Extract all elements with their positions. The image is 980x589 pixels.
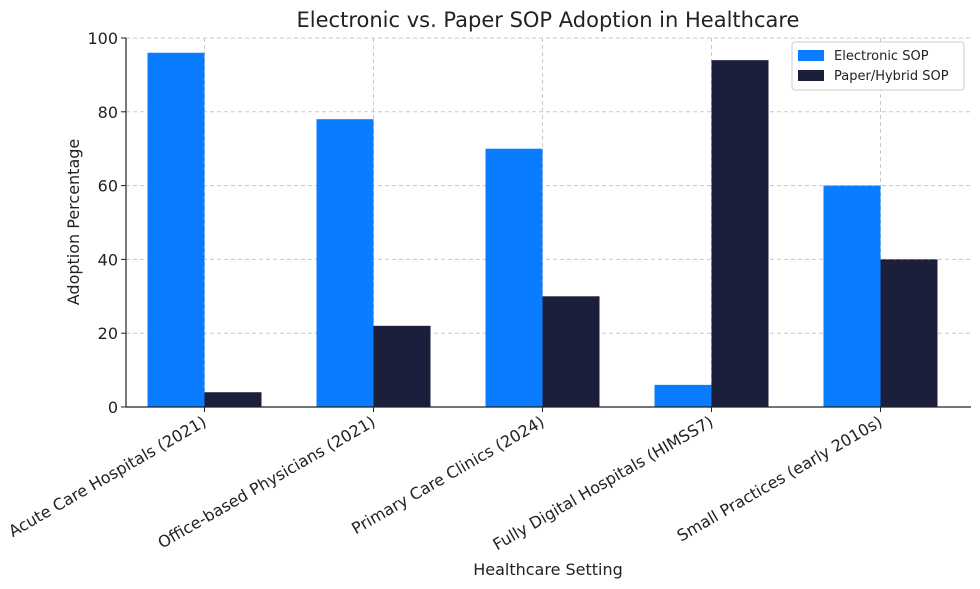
bar-paper-hybrid <box>373 325 431 407</box>
y-tick-label: 20 <box>98 324 118 343</box>
axes <box>125 38 971 408</box>
legend-label: Paper/Hybrid SOP <box>834 69 949 84</box>
chart-title: Electronic vs. Paper SOP Adoption in Hea… <box>297 8 800 32</box>
legend-box <box>791 41 965 91</box>
x-axis-label: Healthcare Setting <box>473 560 623 579</box>
y-tick-label: 80 <box>98 103 118 122</box>
bar-electronic <box>823 185 881 407</box>
legend-label: Electronic SOP <box>834 49 929 64</box>
y-tick-label: 40 <box>98 250 118 269</box>
y-axis-label: Adoption Percentage <box>64 139 83 306</box>
bar-electronic <box>147 52 205 407</box>
legend-swatch <box>798 70 824 81</box>
y-tick-label: 0 <box>108 398 118 417</box>
x-ticks: Acute Care Hospitals (2021)Office-based … <box>5 407 886 554</box>
bar-electronic <box>485 148 543 407</box>
bar-paper-hybrid <box>204 392 262 407</box>
y-tick-label: 60 <box>98 177 118 196</box>
y-ticks: 0 20 40 60 80 100 <box>87 29 126 417</box>
bar-paper-hybrid <box>542 296 600 407</box>
x-tick-label: Primary Care Clinics (2024) <box>348 412 547 538</box>
bars <box>147 52 938 408</box>
bar-paper-hybrid <box>880 259 938 407</box>
bar-paper-hybrid <box>711 60 769 407</box>
bar-electronic <box>316 119 374 408</box>
legend-swatch <box>798 50 824 61</box>
y-tick-label: 100 <box>87 29 118 48</box>
legend: Electronic SOP Paper/Hybrid SOP <box>791 41 965 91</box>
bar-electronic <box>654 384 712 407</box>
